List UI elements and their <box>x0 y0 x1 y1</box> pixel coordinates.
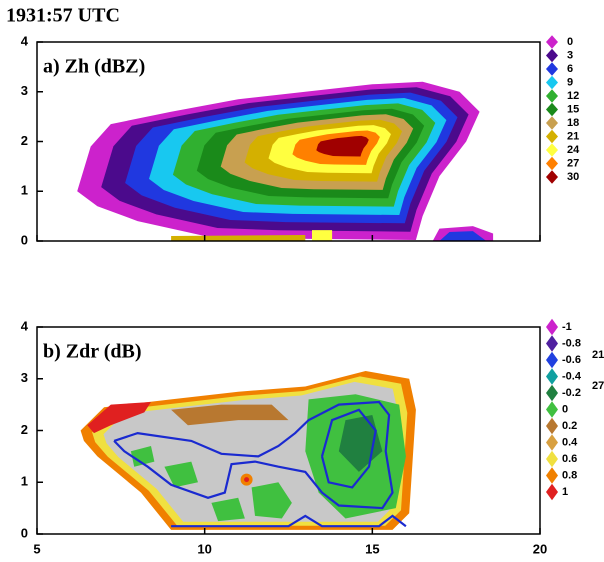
colorbar-swatch <box>546 62 558 76</box>
contour-fill <box>164 461 198 488</box>
colorbar-label: 0.4 <box>562 436 578 448</box>
colorbar-swatch <box>546 368 558 385</box>
colorbar-swatch <box>546 417 558 435</box>
colorbar-label: -0.6 <box>562 354 581 366</box>
colorbar-label: 18 <box>567 117 579 129</box>
x-tick-label: 15 <box>365 541 379 556</box>
colorbar-swatch <box>546 401 558 418</box>
y-tick-label: 3 <box>21 83 28 98</box>
colorbar-swatch <box>546 143 558 157</box>
colorbar-swatch <box>546 450 558 468</box>
x-tick-label: 20 <box>533 541 547 556</box>
colorbar-label: -0.2 <box>562 387 581 399</box>
colorbar-label: 0.8 <box>562 469 577 481</box>
y-tick-label: 1 <box>21 183 28 198</box>
y-tick-label: 0 <box>21 232 28 247</box>
colorbar-label: 0 <box>567 36 573 48</box>
colorbar-swatch <box>546 75 558 90</box>
contour-fill <box>130 446 155 467</box>
figure-title: 1931:57 UTC <box>6 5 120 27</box>
colorbar-label: 12 <box>567 90 579 102</box>
contour-fill <box>171 404 289 426</box>
contour-fill <box>87 402 151 434</box>
panel-title: a) Zh (dBZ) <box>43 56 145 78</box>
colorbar-label: -0.4 <box>562 370 582 382</box>
contour-fill <box>251 482 292 519</box>
colorbar-label: -0.8 <box>562 337 581 349</box>
colorbar-label: 0.6 <box>562 453 577 465</box>
colorbar-swatch <box>546 102 558 117</box>
colorbar-swatch <box>546 335 558 352</box>
y-tick-label: 4 <box>21 33 29 48</box>
colorbar-label: 6 <box>567 63 573 75</box>
x-tick-label: 5 <box>33 541 40 556</box>
contour-fill <box>439 231 487 241</box>
contour-fill <box>244 477 250 483</box>
colorbar-swatch <box>546 434 558 451</box>
plot-area <box>77 81 494 241</box>
colorbar-label: 15 <box>567 103 579 115</box>
y-tick-label: 4 <box>21 318 29 333</box>
y-tick-label: 2 <box>21 133 28 148</box>
colorbar-swatch <box>546 318 558 336</box>
zh-contour <box>171 514 407 528</box>
zh-contour <box>320 408 377 489</box>
contour-fill <box>312 230 333 241</box>
colorbar-label: 30 <box>567 171 579 183</box>
colorbar-swatch <box>546 156 558 171</box>
colorbar-label: 9 <box>567 76 573 88</box>
colorbar-swatch <box>546 467 558 484</box>
panel-title: b) Zdr (dB) <box>43 341 142 363</box>
colorbar-swatch <box>546 384 558 402</box>
plot-area <box>80 371 416 530</box>
y-tick-label: 0 <box>21 525 28 540</box>
colorbar-note: 27 <box>592 380 604 392</box>
contour-fill <box>171 235 306 241</box>
colorbar-label: 27 <box>567 157 579 169</box>
colorbar-label: 21 <box>567 130 579 142</box>
colorbar-note: 21 <box>592 349 604 361</box>
colorbar-label: 0.2 <box>562 420 577 432</box>
colorbar-swatch <box>546 116 558 130</box>
y-tick-label: 1 <box>21 474 28 489</box>
contour-fill <box>316 135 369 157</box>
y-tick-label: 3 <box>21 370 28 385</box>
colorbar-label: 24 <box>567 144 580 156</box>
colorbar-swatch <box>546 48 558 63</box>
colorbar-swatch <box>546 170 558 184</box>
colorbar-swatch <box>546 351 558 369</box>
colorbar-label: 0 <box>562 403 568 415</box>
x-tick-label: 10 <box>197 541 211 556</box>
colorbar-swatch <box>546 483 558 501</box>
colorbar-label: 3 <box>567 49 573 61</box>
colorbar-swatch <box>546 35 558 49</box>
colorbar-label: -1 <box>562 321 572 333</box>
zh-contour <box>113 400 394 510</box>
colorbar-swatch <box>546 89 558 103</box>
y-tick-label: 2 <box>21 422 28 437</box>
contour-fill <box>211 497 245 522</box>
colorbar-swatch <box>546 129 558 144</box>
colorbar-label: 1 <box>562 486 568 498</box>
